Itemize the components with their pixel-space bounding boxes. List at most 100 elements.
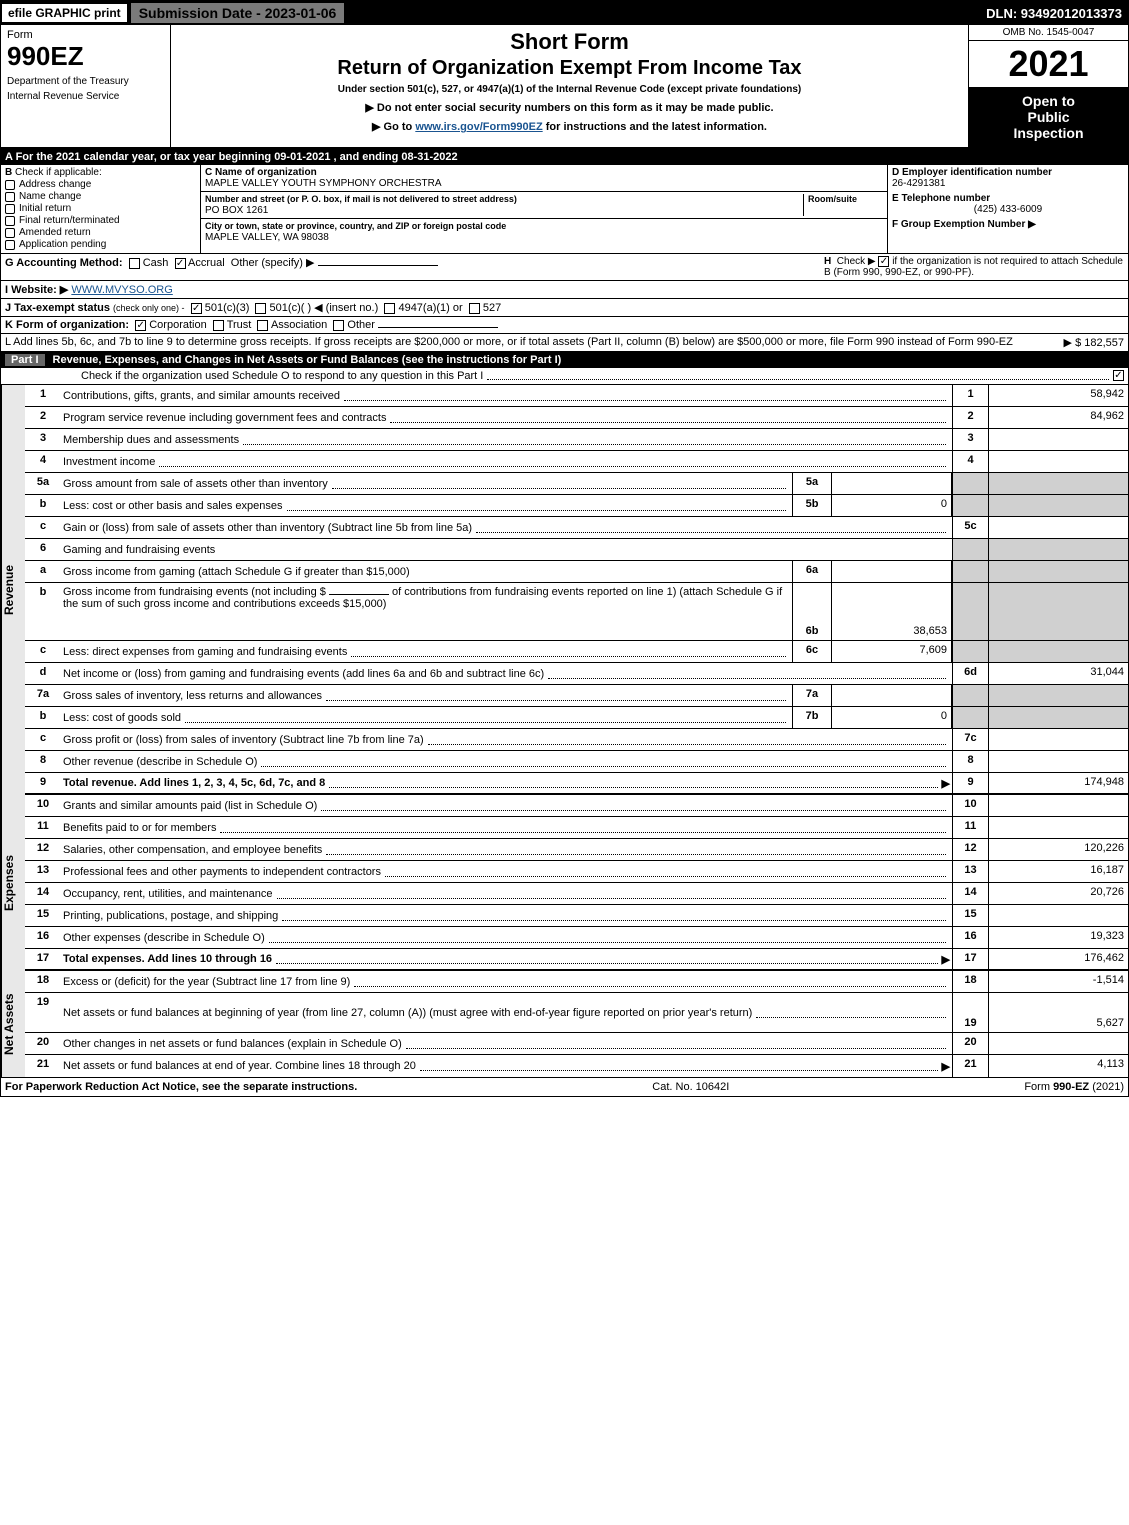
ln6c-box (952, 641, 988, 662)
chk-corp[interactable] (135, 320, 146, 331)
ln17-num: 17 (25, 949, 61, 969)
row-3: 3 Membership dues and assessments 3 (25, 429, 1128, 451)
ln10-desc: Grants and similar amounts paid (list in… (63, 800, 317, 812)
return-title: Return of Organization Exempt From Incom… (179, 57, 960, 80)
ln7a-desc: Gross sales of inventory, less returns a… (63, 690, 322, 702)
row-21: 21 Net assets or fund balances at end of… (25, 1055, 1128, 1077)
ln19-num: 19 (25, 993, 61, 1032)
col-d: D Employer identification number 26-4291… (888, 165, 1128, 253)
row-2: 2 Program service revenue including gove… (25, 407, 1128, 429)
chk-amended[interactable] (5, 228, 15, 238)
ln7a-box (952, 685, 988, 706)
revenue-side-label: Revenue (1, 385, 25, 795)
c3-label: 501(c)(3) (205, 302, 250, 314)
row-11: 11 Benefits paid to or for members 11 (25, 817, 1128, 839)
chk-h[interactable] (878, 256, 889, 267)
instr-goto-pre: ▶ Go to (372, 121, 415, 133)
ln5c-desc: Gain or (loss) from sale of assets other… (63, 522, 472, 534)
top-bar: efile GRAPHIC print Submission Date - 20… (1, 1, 1128, 25)
chk-accrual[interactable] (175, 258, 186, 269)
chk-4947[interactable] (384, 303, 395, 314)
ln10-val (988, 795, 1128, 816)
footer-form-pre: Form (1024, 1081, 1053, 1093)
omb-number: OMB No. 1545-0047 (969, 25, 1128, 41)
l-amount: ▶ $ 182,557 (1064, 336, 1124, 349)
chk-name[interactable] (5, 192, 15, 202)
ln21-box: 21 (952, 1055, 988, 1077)
ln8-desc: Other revenue (describe in Schedule O) (63, 756, 257, 768)
row-5c: c Gain or (loss) from sale of assets oth… (25, 517, 1128, 539)
chk-501c[interactable] (255, 303, 266, 314)
ln4-val (988, 451, 1128, 472)
ln5b-box (952, 495, 988, 516)
under-section: Under section 501(c), 527, or 4947(a)(1)… (179, 84, 960, 95)
ln14-box: 14 (952, 883, 988, 904)
ln14-desc: Occupancy, rent, utilities, and maintena… (63, 888, 273, 900)
ln6c-subval: 7,609 (832, 641, 952, 662)
row-6: 6 Gaming and fundraising events (25, 539, 1128, 561)
row-g-h: G Accounting Method: Cash Accrual Other … (1, 254, 1128, 281)
ln7c-desc: Gross profit or (loss) from sales of inv… (63, 734, 424, 746)
form-number: 990EZ (7, 41, 164, 72)
ln9-desc: Total revenue. Add lines 1, 2, 3, 4, 5c,… (63, 777, 325, 789)
street-val: PO BOX 1261 (205, 205, 268, 216)
j-sub: (check only one) - (113, 303, 185, 313)
row-17: 17 Total expenses. Add lines 10 through … (25, 949, 1128, 971)
chk-final[interactable] (5, 216, 15, 226)
tel-val: (425) 433-6009 (892, 204, 1124, 215)
ln9-num: 9 (25, 773, 61, 793)
chk-assoc[interactable] (257, 320, 268, 331)
ln8-box: 8 (952, 751, 988, 772)
ln9-val: 174,948 (988, 773, 1128, 793)
ln13-desc: Professional fees and other payments to … (63, 866, 381, 878)
ln17-val: 176,462 (988, 949, 1128, 969)
short-form-title: Short Form (179, 29, 960, 55)
ln6d-val: 31,044 (988, 663, 1128, 684)
ln7b-val (988, 707, 1128, 728)
open-to: Open to (973, 93, 1124, 109)
ln20-num: 20 (25, 1033, 61, 1054)
ln5b-desc: Less: cost or other basis and sales expe… (63, 500, 283, 512)
inspection: Inspection (973, 125, 1124, 141)
ln2-val: 84,962 (988, 407, 1128, 428)
ln6-desc: Gaming and fundraising events (63, 544, 215, 556)
ln7a-val (988, 685, 1128, 706)
chk-app-pending[interactable] (5, 240, 15, 250)
assoc-label: Association (271, 319, 327, 331)
k-label: K Form of organization: (5, 319, 129, 331)
row-j: J Tax-exempt status (check only one) - 5… (1, 299, 1128, 317)
row-6a: a Gross income from gaming (attach Sched… (25, 561, 1128, 583)
public: Public (973, 109, 1124, 125)
chk-address[interactable] (5, 180, 15, 190)
chk-527[interactable] (469, 303, 480, 314)
c-name-lbl: C Name of organization (205, 167, 317, 178)
row-10: 10 Grants and similar amounts paid (list… (25, 795, 1128, 817)
chk-trust[interactable] (213, 320, 224, 331)
irs-link[interactable]: www.irs.gov/Form990EZ (415, 121, 542, 133)
part1-header: Part I Revenue, Expenses, and Changes in… (1, 352, 1128, 368)
arrow-icon: ▶ (942, 953, 950, 966)
revenue-section: Revenue 1 Contributions, gifts, grants, … (1, 385, 1128, 795)
row-6b: b Gross income from fundraising events (… (25, 583, 1128, 641)
city-lbl: City or town, state or province, country… (205, 221, 506, 231)
ln3-desc: Membership dues and assessments (63, 434, 239, 446)
instr-ssn: ▶ Do not enter social security numbers o… (179, 101, 960, 114)
form-label: Form (7, 29, 164, 41)
row-18: 18 Excess or (deficit) for the year (Sub… (25, 971, 1128, 993)
ln16-desc: Other expenses (describe in Schedule O) (63, 932, 265, 944)
website-link[interactable]: WWW.MVYSO.ORG (71, 284, 172, 296)
row-l: L Add lines 5b, 6c, and 7b to line 9 to … (1, 334, 1128, 352)
ln18-val: -1,514 (988, 971, 1128, 992)
ln6d-box: 6d (952, 663, 988, 684)
ln7a-num: 7a (25, 685, 61, 706)
chk-other-org[interactable] (333, 320, 344, 331)
ln6-box (952, 539, 988, 560)
chk-initial[interactable] (5, 204, 15, 214)
ln16-box: 16 (952, 927, 988, 948)
chk-501c3[interactable] (191, 303, 202, 314)
other-org-label: Other (347, 319, 375, 331)
chk-schedule-o[interactable] (1113, 370, 1124, 381)
chk-cash[interactable] (129, 258, 140, 269)
ln6c-num: c (25, 641, 61, 662)
tel-lbl: E Telephone number (892, 193, 1124, 204)
